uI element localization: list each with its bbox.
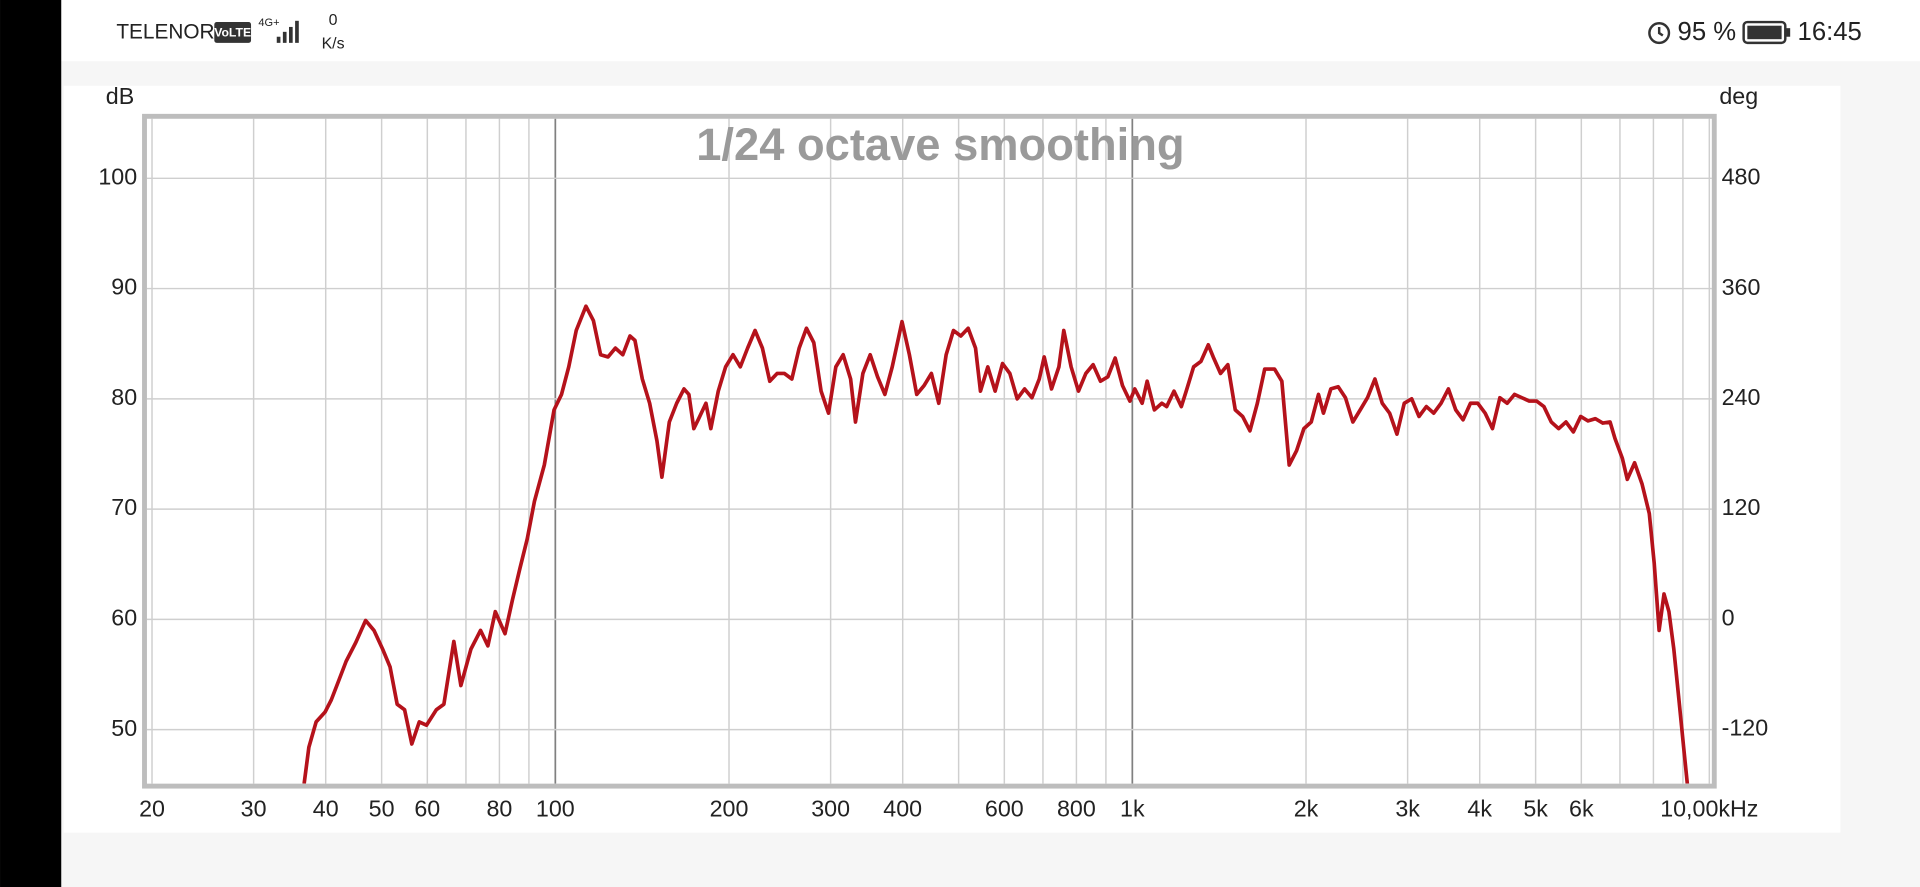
- y2-axis-label: deg: [1719, 83, 1758, 109]
- x-tick-label: 20: [139, 796, 165, 822]
- plot-area: [146, 118, 1712, 784]
- volte-text: VoLTE: [214, 25, 251, 39]
- y2-tick-label: 360: [1722, 274, 1761, 300]
- x-tick-label: 6k: [1569, 796, 1594, 822]
- speed-unit: K/s: [322, 35, 345, 52]
- x-tick-label: 300: [811, 796, 850, 822]
- y-tick-label: 90: [111, 274, 137, 300]
- y2-tick-label: 480: [1722, 164, 1761, 190]
- x-tick-label: 80: [486, 796, 512, 822]
- y-tick-label: 50: [111, 715, 137, 741]
- battery-icon: [1742, 20, 1791, 45]
- clock: 16:45: [1798, 18, 1862, 46]
- chart-title: 1/24 octave smoothing: [696, 119, 1184, 170]
- x-tick-label: 3k: [1395, 796, 1420, 822]
- x-tick-label: 400: [883, 796, 922, 822]
- y-tick-label: 80: [111, 384, 137, 410]
- x-tick-label: 1k: [1120, 796, 1145, 822]
- y-tick-label: 70: [111, 494, 137, 520]
- network-type: 4G+: [258, 17, 279, 29]
- x-tick-label: 800: [1057, 796, 1096, 822]
- x-tick-label: 200: [710, 796, 749, 822]
- carrier: TELENOR: [116, 21, 214, 44]
- y-tick-label: 100: [98, 163, 137, 189]
- x-tick-label: 600: [985, 796, 1024, 822]
- x-tick-label: 2k: [1294, 796, 1319, 822]
- x-tick-label: 50: [369, 796, 395, 822]
- x-tick-label: 40: [313, 796, 339, 822]
- y2-tick-label: 120: [1722, 494, 1761, 520]
- speed-value: 0: [329, 12, 338, 29]
- nav-strip: [0, 0, 62, 887]
- y-axis-label: dB: [106, 83, 134, 109]
- chart: dB deg 50 60 70 80 90 100 -120 0 120 240 360 480 20 3…: [98, 83, 1768, 822]
- volte-badge: [214, 22, 252, 43]
- status-bar: [0, 0, 1920, 62]
- y2-tick-label: -120: [1722, 715, 1769, 741]
- alarm-icon: [1648, 22, 1671, 45]
- x-tick-label: 10,00kHz: [1660, 796, 1758, 822]
- response-curve: [302, 304, 1690, 784]
- x-tick-label: 60: [414, 796, 440, 822]
- y2-tick-label: 0: [1722, 604, 1735, 630]
- x-tick-label: 5k: [1523, 796, 1548, 822]
- battery-percent: 95 %: [1678, 18, 1737, 46]
- y2-tick-label: 240: [1722, 384, 1761, 410]
- x-tick-label: 4k: [1467, 796, 1492, 822]
- x-tick-label: 100: [536, 796, 575, 822]
- y-tick-label: 60: [111, 605, 137, 631]
- plot-frame: [142, 113, 1717, 789]
- signal-icon: [276, 20, 299, 43]
- x-tick-label: 30: [241, 796, 267, 822]
